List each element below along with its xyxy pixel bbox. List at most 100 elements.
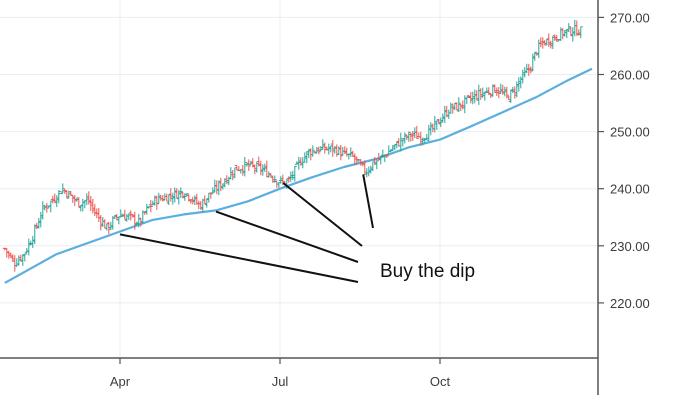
ohlc-bar (366, 166, 371, 177)
ohlc-bar (152, 195, 157, 206)
ohlc-bar (88, 196, 93, 211)
ohlc-bar (462, 95, 467, 114)
ohlc-bar (510, 86, 515, 94)
ohlc-bar (130, 214, 135, 218)
ohlc-bar (578, 26, 583, 39)
ohlc-bar (76, 197, 81, 208)
ohlc-bar (514, 81, 519, 98)
annotation: Buy the dip (119, 174, 475, 283)
ohlc-bar (540, 37, 545, 49)
annotation-leader-line (362, 174, 374, 229)
ohlc-bar (338, 144, 343, 161)
ohlc-bar (480, 87, 485, 98)
ohlc-bar (506, 95, 511, 101)
ohlc-bar (52, 193, 57, 203)
ohlc-bar (34, 222, 39, 230)
ohlc-bar (58, 193, 63, 195)
ohlc-bar (70, 194, 75, 203)
ohlc-bar (208, 192, 213, 199)
ohlc-bar (172, 187, 177, 203)
ohlc-bar (228, 167, 233, 180)
ohlc-bar (64, 190, 69, 199)
ohlc-bar (494, 87, 499, 96)
annotation-label: Buy the dip (380, 261, 475, 282)
ohlc-bar (518, 76, 523, 89)
ohlc-bar (102, 219, 107, 229)
ohlc-bar (90, 198, 95, 214)
ohlc-bar (146, 206, 151, 209)
ohlc-bar (224, 175, 229, 185)
ohlc-bar (184, 193, 189, 197)
annotation-leader-line (282, 182, 363, 247)
ohlc-bar (288, 171, 293, 182)
ohlc-bar (306, 148, 311, 159)
ohlc-bar (336, 146, 341, 156)
ohlc-bar (104, 223, 109, 231)
ohlc-bar (476, 84, 481, 105)
ohlc-bar (292, 165, 297, 182)
ohlc-bar (572, 19, 577, 37)
ohlc-bar (310, 145, 315, 157)
ohlc-bar (304, 150, 309, 164)
ohlc-bar (154, 195, 159, 210)
ohlc-bar (560, 28, 565, 40)
ohlc-bar (122, 209, 127, 220)
x-tick-label: Apr (110, 374, 131, 389)
ohlc-bar (442, 105, 447, 124)
ohlc-bar (290, 170, 295, 181)
ohlc-bar (22, 253, 27, 262)
ohlc-bar (38, 211, 43, 228)
ohlc-bar (258, 160, 263, 176)
ohlc-bar (158, 194, 163, 201)
y-tick-label: 260.00 (610, 68, 650, 83)
ohlc-bar (48, 200, 53, 213)
ohlc-bar (74, 197, 79, 202)
ohlc-bar (240, 164, 245, 176)
ohlc-bar (558, 27, 563, 41)
ohlc-bar (344, 147, 349, 157)
y-tick-label: 230.00 (610, 239, 650, 254)
ohlc-bar (446, 109, 451, 119)
ohlc-bar (196, 200, 201, 210)
ohlc-bar (426, 124, 431, 142)
ohlc-bar (544, 38, 549, 46)
ohlc-bar (374, 159, 379, 170)
ohlc-bar (448, 102, 453, 114)
ohlc-bar (370, 161, 375, 172)
ohlc-bar (440, 113, 445, 123)
ohlc-bar (438, 117, 443, 128)
ohlc-bar (484, 87, 489, 93)
ohlc-bar (262, 163, 267, 172)
ohlc-bar (206, 192, 211, 203)
grid (0, 0, 598, 358)
ohlc-bar (144, 203, 149, 215)
ohlc-bar (508, 89, 513, 103)
annotation-leader-line (215, 210, 359, 263)
ohlc-bar (164, 193, 169, 202)
y-tick-label: 220.00 (610, 296, 650, 311)
ohlc-bar (492, 84, 497, 93)
ohlc-bar (84, 193, 89, 206)
ohlc-bar (126, 213, 131, 221)
ohlc-bar (246, 159, 251, 171)
ohlc-bar (254, 161, 259, 173)
ohlc-bar (216, 180, 221, 196)
ohlc-bar (204, 198, 209, 208)
ohlc-bar (32, 224, 37, 245)
ohlc-bar (430, 123, 435, 133)
ohlc-bar (568, 27, 573, 36)
ohlc-bar (124, 213, 129, 222)
ohlc-bar (242, 156, 247, 177)
ohlc-bar (150, 200, 155, 206)
ohlc-bar (384, 154, 389, 158)
annotation-leader-line (119, 233, 359, 283)
ohlc-bar (198, 201, 203, 210)
ohlc-bar (100, 217, 105, 227)
x-tick-label: Jul (272, 374, 289, 389)
ohlc-bar (406, 131, 411, 142)
ohlc-bar (200, 198, 205, 213)
axes (0, 0, 599, 395)
ohlc-bar (392, 144, 397, 151)
ohlc-bar (56, 190, 61, 204)
